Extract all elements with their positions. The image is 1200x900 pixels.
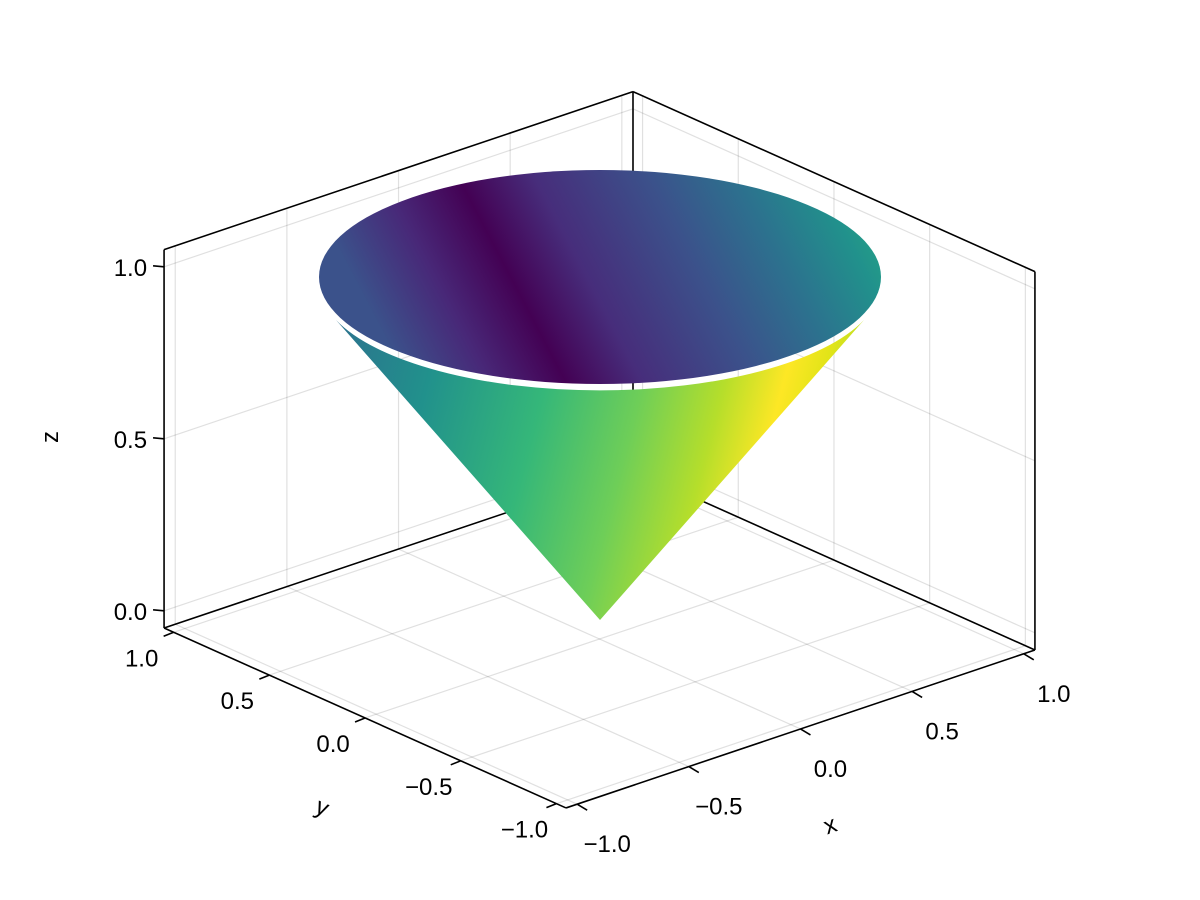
grid-line-floor-y [556,645,1026,805]
y-tick-mark [354,717,366,723]
y-tick-mark [259,674,270,680]
x-tick-mark [800,728,811,736]
z-tick-label: 1.0 [114,255,147,282]
grid-line-floor-y [460,602,930,762]
z-tick-mark [152,436,165,440]
y-tick-label: 0.5 [221,688,254,715]
grid-line-floor-x [398,548,801,730]
cone-inner-surface [319,170,881,384]
x-tick-mark [1023,653,1035,661]
x-tick-mark [688,765,700,774]
grid-line-floor-y [364,559,835,719]
y-tick-mark [163,631,174,638]
y-tick-label: 1.0 [125,645,158,672]
x-tick-label: 1.0 [1037,681,1070,708]
cone-outer-surface [336,320,864,620]
grid-line-floor-x [286,586,690,768]
z-tick-mark [152,608,165,612]
y-tick-label: 0.0 [316,731,349,758]
frame-edge [163,90,634,251]
z-tick-label: 0.0 [114,599,147,626]
x-tick-label: −1.0 [583,831,630,858]
z-tick-label: 0.5 [114,427,147,454]
y-tick-label: −0.5 [405,774,452,801]
z-axis-label: z [37,431,64,443]
cone-surface [319,170,881,620]
y-tick-mark [450,760,462,766]
grid-line-sidewall-z [632,108,1036,290]
y-axis-label: y [311,793,333,823]
x-axis-label: x [820,811,841,840]
x-tick-mark [911,690,923,699]
y-tick-label: −1.0 [501,817,548,844]
x-tick-label: 0.0 [814,756,847,783]
grid-line-backwall-z [163,108,634,268]
y-tick-mark [546,802,557,809]
frame-edge [632,90,1036,273]
x-tick-label: 0.5 [925,718,958,745]
x-tick-label: −0.5 [695,794,742,821]
x-tick-mark [576,803,588,811]
grid-line-floor-x [174,623,578,805]
z-tick-mark [152,264,165,268]
frame-edge [163,627,567,809]
axis-ticks: −1.0 −0.5 0.0 0.5 1.0 −1.0 −0.5 0.0 0.5 1.0 0.0 0.5… [114,255,1071,858]
